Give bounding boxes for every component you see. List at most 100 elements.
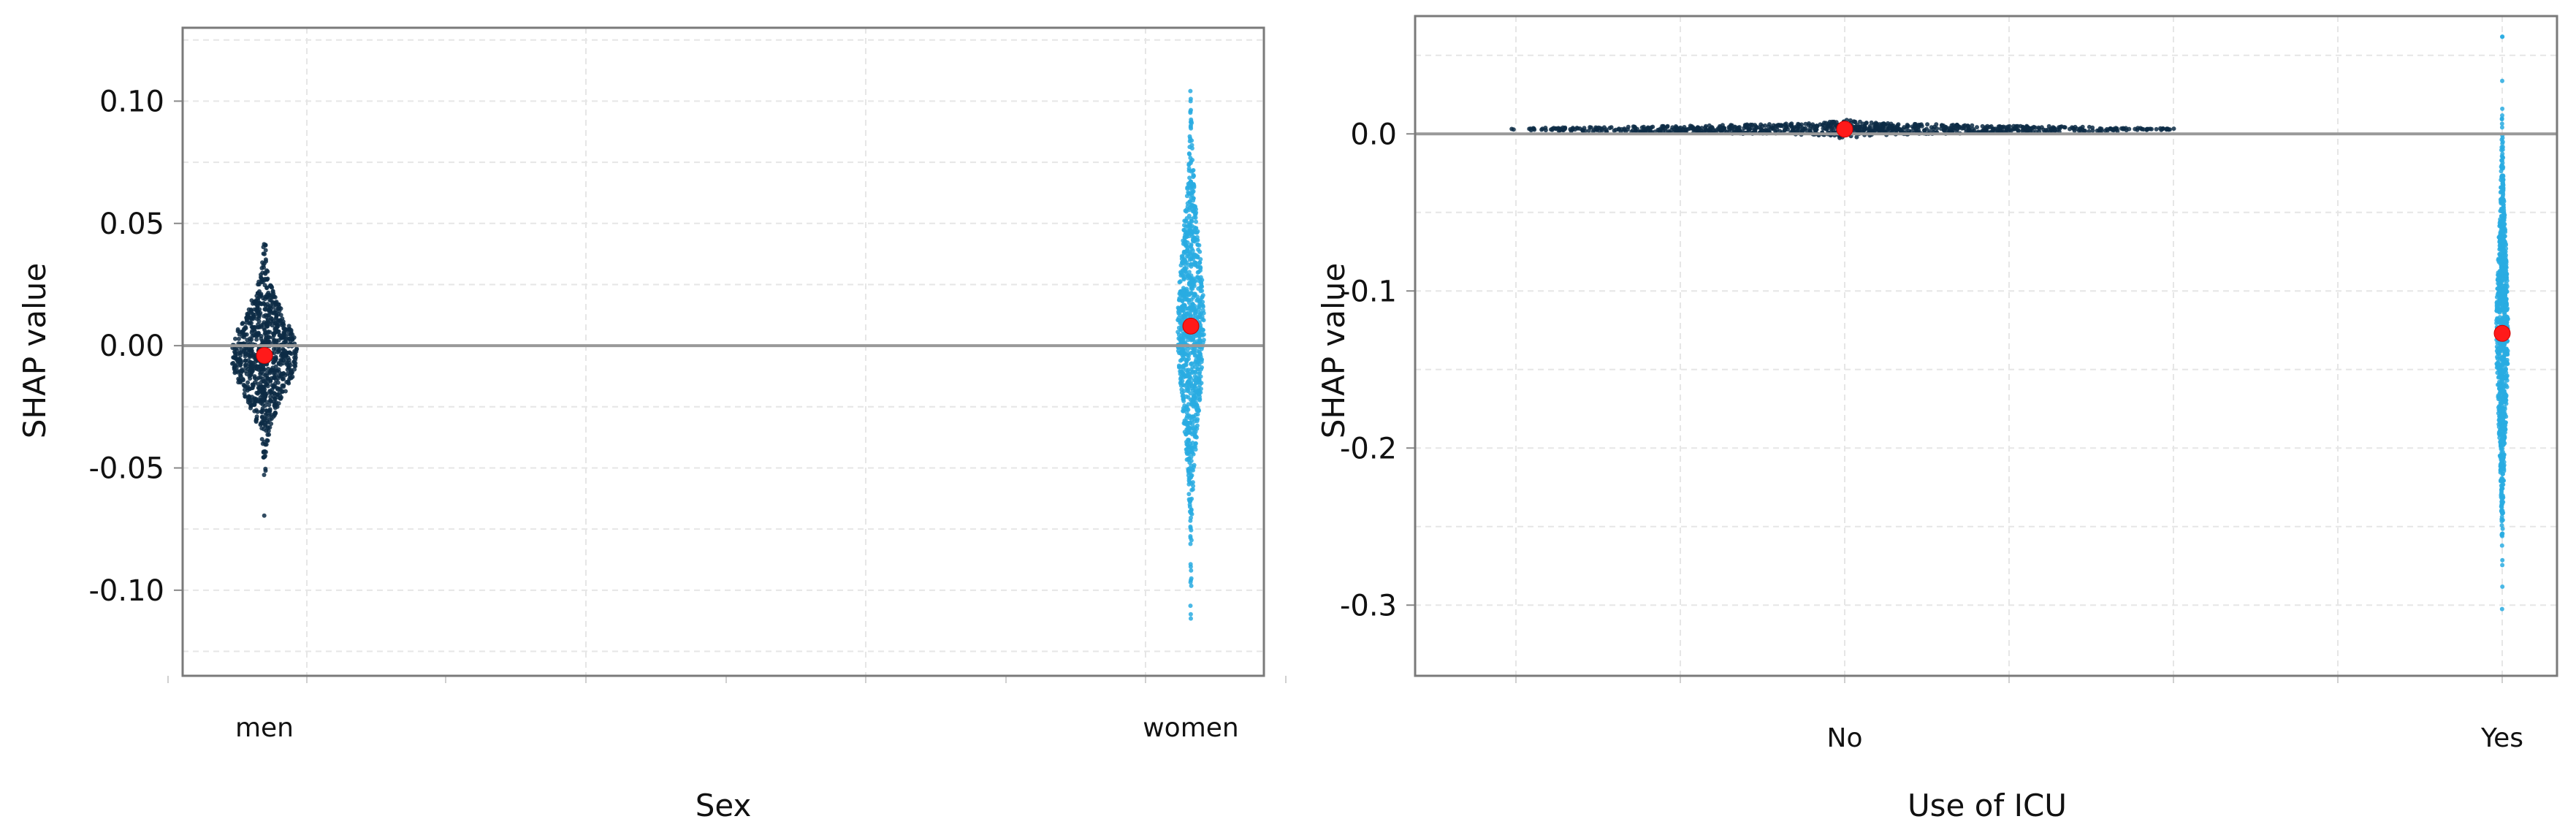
data-point — [2087, 124, 2092, 129]
data-point — [1184, 359, 1189, 364]
data-point — [2497, 408, 2502, 413]
data-point — [232, 356, 237, 360]
data-point — [1188, 443, 1193, 449]
data-point — [1543, 126, 1548, 130]
data-point — [261, 371, 266, 376]
data-point — [264, 333, 269, 338]
data-point — [1198, 265, 1203, 270]
data-point — [1827, 119, 1832, 124]
data-point — [2501, 347, 2506, 352]
data-point — [266, 366, 271, 371]
data-point — [254, 334, 259, 339]
data-point — [2499, 209, 2504, 213]
data-point — [1997, 124, 2003, 129]
data-point — [254, 337, 259, 342]
data-point — [2500, 113, 2504, 118]
data-point — [2164, 127, 2169, 132]
data-point — [1187, 498, 1192, 503]
data-point — [1975, 125, 1979, 130]
data-point — [1188, 156, 1193, 161]
data-point — [1178, 369, 1183, 374]
data-point — [1179, 256, 1184, 262]
data-point — [1197, 260, 1203, 265]
data-point — [1179, 357, 1184, 362]
data-point — [2500, 557, 2505, 563]
data-point — [268, 316, 273, 321]
mean-marker-men — [256, 347, 273, 365]
data-point — [1558, 127, 1563, 132]
data-point — [263, 466, 268, 471]
data-point — [2501, 291, 2506, 296]
data-point — [248, 405, 253, 411]
data-point — [1186, 452, 1192, 457]
data-point — [1188, 88, 1193, 94]
data-point — [1192, 353, 1197, 358]
data-point — [278, 393, 283, 398]
data-point — [2121, 126, 2126, 131]
data-point — [1180, 291, 1185, 295]
x-category-label: women — [1143, 713, 1239, 743]
data-point — [260, 260, 265, 265]
data-point — [1182, 304, 1187, 309]
data-point — [263, 442, 268, 447]
data-point — [273, 357, 278, 361]
data-point — [1800, 126, 1805, 131]
data-point — [287, 373, 292, 378]
data-point — [1182, 218, 1187, 224]
data-point — [289, 332, 293, 337]
data-point — [1642, 126, 1647, 132]
data-point — [293, 355, 298, 360]
data-point — [2499, 265, 2504, 270]
data-point — [1188, 541, 1193, 546]
data-point — [2499, 362, 2504, 367]
data-point — [283, 335, 289, 340]
data-point — [262, 265, 266, 270]
data-point — [1188, 603, 1193, 609]
data-point — [2108, 126, 2114, 131]
data-point — [1200, 365, 1204, 370]
y-tick-label: 0.05 — [99, 207, 164, 241]
data-point — [1197, 249, 1203, 254]
data-point — [1195, 412, 1200, 417]
data-point — [259, 426, 264, 431]
data-point — [2499, 169, 2504, 174]
x-axis-title: Sex — [696, 788, 752, 823]
data-point — [291, 359, 297, 365]
data-point — [233, 336, 237, 341]
x-category-label: men — [235, 713, 294, 743]
data-point — [1593, 126, 1598, 131]
data-point — [262, 454, 267, 460]
data-point — [265, 433, 270, 437]
data-point — [245, 380, 251, 385]
data-point — [2502, 342, 2507, 346]
data-point — [1924, 126, 1929, 132]
data-point — [1189, 487, 1194, 492]
data-point — [1189, 229, 1194, 234]
data-point — [2500, 526, 2505, 531]
data-point — [286, 380, 291, 384]
data-point — [1949, 123, 1954, 128]
data-point — [2501, 431, 2506, 436]
data-point — [2055, 127, 2060, 132]
data-point — [273, 410, 278, 415]
data-point — [2049, 126, 2054, 132]
data-point — [1182, 238, 1187, 243]
data-point — [281, 348, 286, 353]
data-point — [1201, 332, 1206, 337]
data-point — [1609, 125, 1614, 130]
data-point — [1176, 336, 1181, 341]
data-point — [251, 360, 256, 365]
data-point — [248, 365, 254, 370]
data-point — [236, 336, 241, 341]
data-point — [2500, 196, 2504, 201]
data-point — [1197, 243, 1202, 248]
data-point — [1194, 419, 1200, 424]
data-point — [2008, 127, 2013, 132]
y-axis-title: SHAP value — [1316, 263, 1352, 438]
data-point — [264, 268, 270, 273]
data-point — [1185, 201, 1190, 206]
data-point — [240, 334, 245, 339]
data-point — [2497, 292, 2502, 297]
data-point — [2500, 435, 2505, 440]
y-tick-label: 0.0 — [1350, 118, 1397, 151]
